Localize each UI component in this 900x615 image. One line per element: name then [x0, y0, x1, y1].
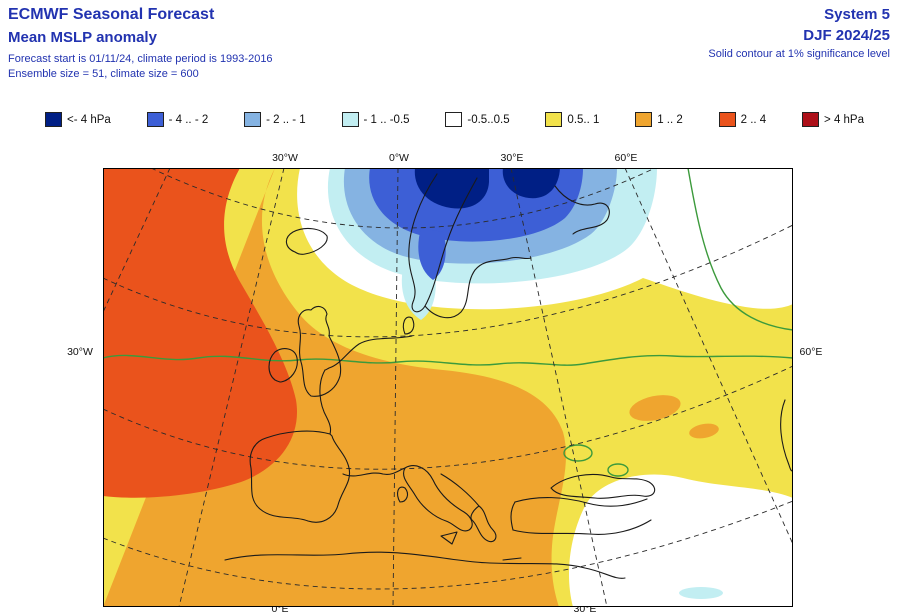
header-right: System 5 DJF 2024/25 Solid contour at 1%…	[708, 6, 890, 60]
legend-item: 2 .. 4	[718, 112, 767, 127]
legend-item: > 4 hPa	[802, 112, 864, 127]
forecast-start-line: Forecast start is 01/11/24, climate peri…	[8, 53, 273, 65]
axis-label-right-60e: 60°E	[799, 346, 823, 358]
legend-label: - 4 .. - 2	[168, 113, 209, 126]
coast-scandinavia	[408, 173, 478, 313]
legend-swatch	[635, 112, 653, 127]
legend-swatch	[45, 112, 62, 127]
legend-swatch	[146, 112, 164, 127]
significance-contour-loop-a	[563, 444, 593, 462]
coast-dalmatia	[440, 473, 480, 507]
legend-swatch	[244, 112, 262, 127]
legend-swatch	[802, 112, 820, 127]
legend-label: - 1 .. -0.5	[363, 113, 410, 126]
forecast-map-svg	[103, 168, 793, 607]
legend-item: 0.5.. 1	[545, 112, 599, 127]
coast-white-sea	[554, 185, 610, 235]
coast-italy	[403, 465, 473, 532]
grid-meridian	[392, 168, 399, 607]
legend-item: - 2 .. - 1	[244, 112, 306, 127]
significance-contour-east	[687, 168, 793, 331]
legend-item: - 1 .. -0.5	[341, 112, 410, 127]
field-positive-2-4	[103, 168, 298, 498]
significance-contours	[103, 168, 793, 477]
coast-iberia	[249, 430, 351, 523]
legend-label: 1 .. 2	[657, 113, 683, 126]
coast-great-britain	[297, 305, 342, 397]
page-title: ECMWF Seasonal Forecast	[8, 6, 215, 23]
map-border	[103, 168, 793, 607]
grid-parallel	[103, 500, 793, 590]
page-subtitle: Mean MSLP anomaly	[8, 29, 157, 46]
header-left: ECMWF Seasonal Forecast Mean MSLP anomal…	[8, 6, 273, 83]
field-negative-below-4-west	[414, 168, 489, 209]
coast-sicily	[440, 531, 458, 545]
legend-swatch	[718, 112, 736, 127]
coast-north-sea	[324, 335, 413, 371]
field-positive-1-2-patch-east-b	[689, 423, 719, 439]
significance-contour-loop-b	[607, 463, 629, 477]
coast-ireland	[268, 348, 298, 383]
axis-label-top-0w: 0°W	[389, 152, 409, 164]
grid-meridian	[510, 168, 608, 607]
system-label: System 5	[824, 6, 890, 23]
grid-meridian	[624, 168, 793, 546]
field-negative-1-0.5-tongue	[401, 266, 436, 320]
coast-iceland	[285, 227, 328, 255]
legend: <- 4 hPa - 4 .. - 2 - 2 .. - 1 - 1 .. -0…	[45, 112, 864, 127]
graticule	[103, 168, 793, 607]
grid-parallel	[103, 365, 793, 470]
coast-sardinia	[396, 486, 409, 503]
legend-swatch	[545, 112, 563, 127]
legend-label: 0.5.. 1	[567, 113, 600, 126]
legend-swatch	[341, 112, 359, 127]
coast-denmark	[402, 316, 415, 335]
grid-parallel	[103, 224, 793, 338]
legend-swatch	[445, 112, 463, 127]
legend-label: 2 .. 4	[740, 113, 767, 126]
coast-turkey-north	[514, 497, 648, 507]
coast-black-sea	[550, 473, 656, 499]
coast-biscay	[319, 369, 332, 435]
legend-label: - 2 .. - 1	[266, 113, 306, 126]
axis-label-top-30w: 30°W	[272, 152, 298, 164]
coast-crete	[502, 557, 522, 561]
field-positive-1-2	[103, 168, 566, 607]
axis-label-top-30e: 30°E	[500, 152, 524, 164]
significance-note: Solid contour at 1% significance level	[708, 48, 890, 60]
legend-item: <- 4 hPa	[45, 112, 111, 127]
legend-label: > 4 hPa	[824, 113, 864, 126]
coast-greece	[470, 505, 497, 543]
coast-turkey-west	[510, 501, 516, 531]
legend-item: 1 .. 2	[635, 112, 683, 127]
significance-contour-main	[103, 354, 793, 366]
legend-item: -0.5..0.5	[445, 112, 510, 127]
coastlines	[224, 173, 793, 579]
map	[103, 168, 793, 607]
coast-north-africa	[224, 551, 626, 579]
ensemble-size-line: Ensemble size = 51, climate size = 600	[8, 68, 199, 80]
grid-parallel	[150, 168, 656, 229]
axis-label-top-60e: 60°E	[614, 152, 638, 164]
legend-label: <- 4 hPa	[67, 113, 111, 126]
season-label: DJF 2024/25	[803, 27, 890, 44]
legend-item: - 4 .. - 2	[146, 112, 209, 127]
coast-gulf-of-lion	[342, 467, 406, 477]
coast-turkey-south	[512, 519, 652, 535]
field-positive-1-2-patch-east-a	[629, 395, 681, 421]
axis-label-left-30w: 30°W	[67, 346, 93, 358]
legend-label: -0.5..0.5	[467, 113, 510, 126]
grid-meridian	[178, 168, 285, 607]
coast-baltic	[424, 256, 532, 319]
field-negative-below-4-east	[502, 168, 560, 199]
field-cyan-sliver-southeast	[679, 587, 723, 599]
